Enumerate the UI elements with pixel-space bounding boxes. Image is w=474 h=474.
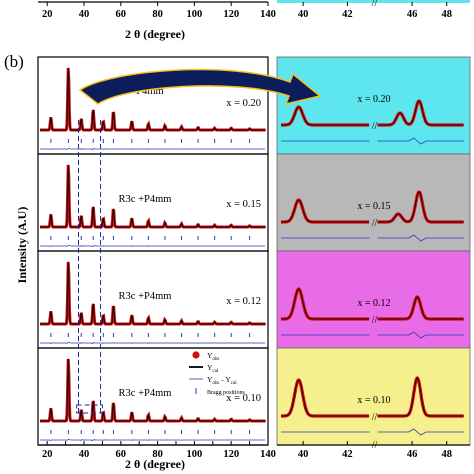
- main-row-3: R3c +P4mm x = 0.12: [37, 250, 269, 349]
- main-x-tick-label: 140: [260, 449, 276, 460]
- main-x-tick-label: 80: [152, 449, 163, 460]
- top-x-tick-label: 20: [42, 9, 53, 20]
- zoom-calculated-trace: [377, 296, 464, 320]
- top-zoom-tick-label: 48: [441, 9, 452, 20]
- legend-label: Bragg positions: [207, 390, 245, 396]
- zoom-difference-trace: [377, 137, 464, 145]
- phase-label: R3c +P4mm: [119, 388, 172, 399]
- y-axis-label: Intensity (A.U): [15, 207, 29, 284]
- top-x-tick-label: 60: [116, 9, 127, 20]
- top-strip-panel-a: 20 40 60 80 100 120 140 40 42 46 48 // 2 θ (degree…: [38, 0, 470, 41]
- calculated-trace: [40, 164, 266, 228]
- phase-label: R3c +P4mm: [119, 291, 172, 302]
- zoom-composition-label: x = 0.10: [357, 395, 390, 406]
- axis-break-mark: //: [372, 315, 378, 326]
- panel-label: (b): [4, 52, 24, 71]
- zoom-difference-trace: [377, 331, 464, 339]
- phase-label: P4mm: [136, 86, 163, 97]
- bottom-axes: 20 40 60 80 100 120 140 40 42 46 48 //: [38, 440, 470, 460]
- zoom-calculated-trace: [281, 379, 370, 417]
- top-x-tick-label: 140: [260, 9, 276, 20]
- zoom-row-3: // x = 0.12: [281, 287, 464, 339]
- zoom-x-tick-label: 46: [407, 449, 418, 460]
- zoom-difference-trace: [377, 428, 464, 436]
- zoom-composition-label: x = 0.15: [357, 201, 390, 212]
- top-zoom-tick-label: 42: [342, 9, 353, 20]
- composition-label: x = 0.20: [226, 98, 261, 109]
- highlight-box: [76, 404, 103, 414]
- zoom-row-2: // x = 0.15: [281, 190, 464, 242]
- zoom-axis-break-mark: //: [372, 440, 378, 451]
- top-zoom-tick-label: 46: [407, 9, 418, 20]
- main-x-tick-label: 120: [223, 449, 239, 460]
- main-x-tick-label: 20: [42, 449, 53, 460]
- main-row-2: R3c +P4mm x = 0.15: [37, 153, 269, 252]
- top-x-tick-label: 120: [223, 9, 239, 20]
- zoom-x-tick-label: 40: [298, 449, 309, 460]
- legend-item-1: Yobs: [192, 351, 219, 362]
- zoom-x-tick-label: 48: [441, 449, 452, 460]
- legend-label: Ycal: [207, 363, 219, 374]
- legend-label: Yobs - Ycal: [207, 375, 237, 386]
- main-row-1: P4mm x = 0.20: [37, 56, 269, 155]
- difference-trace: [40, 438, 265, 441]
- bragg-ticks: [50, 333, 251, 337]
- x-axis-label: 2 θ (degree): [125, 457, 185, 471]
- zoom-composition-label: x = 0.20: [357, 94, 390, 105]
- legend-item-2: Ycal: [189, 363, 219, 374]
- legend-dot: [192, 351, 200, 359]
- legend-item-4: Bragg positions: [195, 388, 245, 396]
- zoom-backgrounds: [276, 56, 471, 446]
- zoom-background-1: [276, 56, 471, 155]
- zoom-row-1: // x = 0.20: [281, 94, 464, 145]
- zoom-arrow: [78, 68, 322, 106]
- phase-label: R3c +P4mm: [119, 194, 172, 205]
- zoom-calculated-trace: [281, 199, 370, 223]
- axis-break-mark: //: [372, 121, 378, 132]
- difference-trace: [40, 147, 265, 150]
- zoom-calculated-trace: [281, 106, 370, 126]
- zoom-calculated-trace: [377, 191, 464, 223]
- difference-trace: [40, 341, 265, 344]
- top-x-tick-label: 100: [187, 9, 203, 20]
- main-panels: P4mm x = 0.20 R3c +P4mm x = 0.15 R3c +P4mm x …: [37, 56, 269, 446]
- zoom-panels: // x = 0.20 // x = 0.15 // x = 0.12 // x = 0.10: [281, 94, 464, 436]
- zoom-x-tick-label: 42: [342, 449, 353, 460]
- zoom-calculated-trace: [281, 288, 370, 320]
- composition-label: x = 0.12: [226, 296, 261, 307]
- main-x-tick-label: 100: [187, 449, 203, 460]
- main-row-4: R3c +P4mm x = 0.10: [37, 347, 269, 446]
- top-x-tick-label: 80: [152, 9, 163, 20]
- calculated-trace: [40, 67, 266, 131]
- zoom-composition-label: x = 0.12: [357, 298, 390, 309]
- main-x-tick-label: 40: [79, 449, 90, 460]
- top-x-axis-label: 2 θ (degree): [125, 27, 185, 41]
- top-zoom-tick-label: 40: [298, 9, 309, 20]
- zoom-calculated-trace: [377, 100, 464, 126]
- main-x-tick-label: 60: [116, 449, 127, 460]
- composition-label: x = 0.15: [226, 199, 261, 210]
- calculated-trace: [40, 358, 266, 422]
- axis-break-mark: //: [372, 412, 378, 423]
- legend-item-3: Yobs - Ycal: [189, 375, 237, 386]
- bragg-ticks: [50, 430, 251, 434]
- calculated-trace: [40, 261, 266, 325]
- top-axis-break-mark: //: [372, 0, 378, 9]
- difference-trace: [40, 244, 265, 247]
- axis-break-mark: //: [372, 218, 378, 229]
- bragg-ticks: [50, 139, 251, 143]
- zoom-calculated-trace: [377, 377, 464, 417]
- composition-label: x = 0.10: [226, 393, 261, 404]
- zoom-difference-trace: [377, 234, 464, 242]
- top-x-tick-label: 40: [79, 9, 90, 20]
- legend-label: Yobs: [207, 351, 219, 362]
- bragg-ticks: [50, 236, 251, 240]
- zoom-row-4: // x = 0.10: [281, 376, 464, 436]
